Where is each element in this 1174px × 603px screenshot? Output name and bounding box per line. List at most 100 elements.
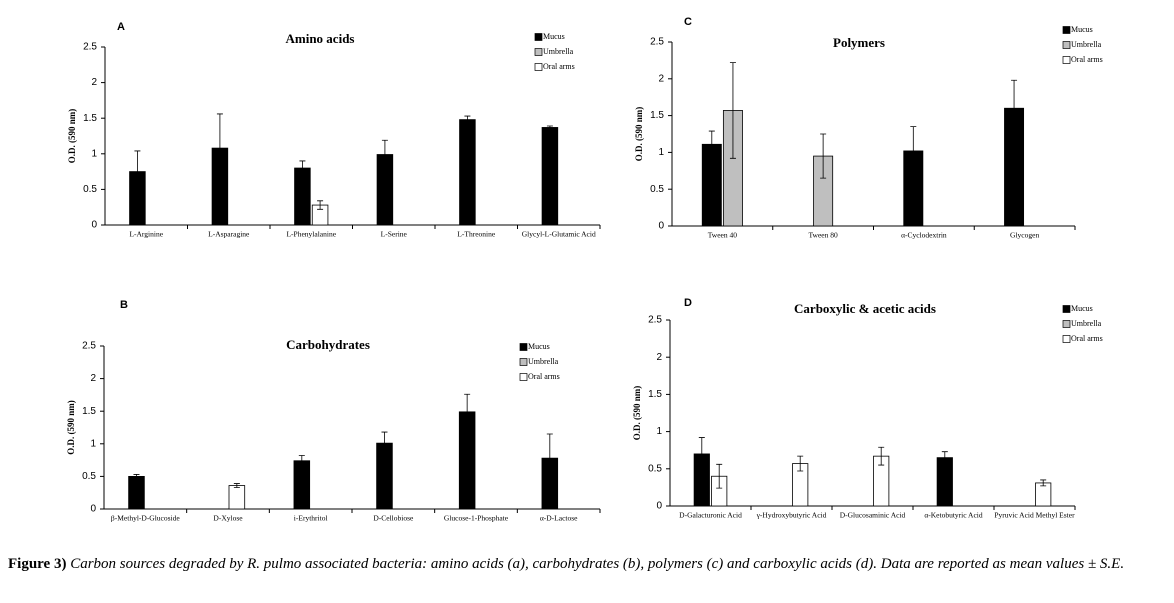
x-tick-label: i-Erythritol bbox=[294, 514, 328, 523]
x-tick-label: Glycyl-L-Glutamic Acid bbox=[522, 230, 596, 239]
chart-title: Amino acids bbox=[286, 31, 355, 46]
x-tick-label: Glucose-1-Phosphate bbox=[444, 514, 509, 523]
panel-letter: C bbox=[684, 16, 692, 28]
y-tick-label: 1.5 bbox=[82, 406, 96, 417]
y-tick-label: 1.5 bbox=[83, 113, 97, 124]
x-tick-label: Tween 80 bbox=[808, 231, 838, 240]
x-tick-label: L-Arginine bbox=[129, 230, 163, 239]
error-bar bbox=[797, 455, 804, 472]
error-bar bbox=[233, 483, 240, 488]
bar bbox=[1035, 482, 1052, 507]
bar bbox=[128, 475, 145, 510]
x-tick-label: Glycogen bbox=[1010, 231, 1039, 240]
chart-title: Carboxylic & acetic acids bbox=[794, 301, 936, 316]
error-bar bbox=[1011, 79, 1018, 137]
error-bar bbox=[134, 150, 141, 193]
legend-label: Mucus bbox=[1071, 304, 1093, 313]
legend-swatch bbox=[534, 63, 543, 71]
error-bar bbox=[910, 126, 917, 176]
legend-label: Mucus bbox=[528, 342, 550, 351]
error-bar bbox=[464, 393, 471, 430]
y-tick-label: 1.5 bbox=[650, 110, 664, 121]
legend-swatch bbox=[1062, 41, 1071, 49]
error-bar bbox=[708, 130, 715, 158]
x-tick-label: Tween 40 bbox=[708, 231, 738, 240]
y-tick-label: 0 bbox=[658, 221, 664, 232]
error-bar bbox=[464, 115, 471, 124]
bar bbox=[228, 485, 246, 510]
y-tick-label: 0 bbox=[91, 220, 97, 231]
y-tick-label: 2.5 bbox=[83, 42, 97, 53]
error-bar bbox=[941, 451, 948, 464]
error-bar bbox=[1040, 479, 1047, 487]
chart-title: Polymers bbox=[833, 35, 885, 50]
error-bar bbox=[820, 133, 827, 179]
error-bar bbox=[133, 474, 140, 479]
x-tick-label: D-Xylose bbox=[213, 514, 243, 523]
y-axis-label: O.D. (590 nm) bbox=[634, 107, 644, 162]
legend-swatch bbox=[1062, 26, 1071, 34]
error-bar bbox=[381, 139, 388, 170]
y-tick-label: 2.5 bbox=[82, 341, 96, 352]
caption: Figure 3) Carbon sources degraded by R. … bbox=[8, 554, 1160, 575]
legend-swatch bbox=[1062, 305, 1071, 313]
legend-label: Oral arms bbox=[1071, 334, 1103, 343]
x-tick-label: L-Phenylalanine bbox=[286, 230, 336, 239]
legend-swatch bbox=[519, 343, 528, 351]
legend-swatch bbox=[1062, 56, 1071, 64]
error-bar bbox=[299, 160, 306, 176]
bar bbox=[936, 457, 953, 507]
error-bar bbox=[546, 125, 553, 130]
x-tick-label: β-Methyl-D-Glucoside bbox=[111, 514, 180, 523]
panel-letter: D bbox=[684, 297, 692, 309]
figure: A Amino acids O.D. (590 nm) 0 0.5 1 1.5 2 2.5 L-A… bbox=[66, 16, 1103, 523]
x-tick-label: Pyruvic Acid Methyl Ester bbox=[994, 511, 1075, 520]
caption-text: Carbon sources degraded by R. pulmo asso… bbox=[70, 556, 1125, 572]
y-tick-label: 2 bbox=[91, 77, 97, 88]
bar bbox=[541, 127, 559, 226]
y-tick-label: 1 bbox=[90, 438, 96, 449]
y-tick-label: 1 bbox=[656, 426, 662, 437]
error-bar bbox=[729, 62, 736, 159]
legend-label: Umbrella bbox=[1071, 319, 1102, 328]
bar bbox=[459, 119, 476, 226]
x-tick-label: D-Galacturonic Acid bbox=[679, 511, 742, 520]
y-tick-label: 0.5 bbox=[82, 471, 96, 482]
x-tick-label: α-Cyclodextrin bbox=[901, 231, 947, 240]
y-tick-label: 0 bbox=[656, 501, 662, 512]
error-bar bbox=[381, 431, 388, 455]
bar bbox=[293, 460, 311, 510]
x-tick-label: L-Asparagine bbox=[208, 230, 250, 239]
y-tick-label: 1.5 bbox=[648, 389, 662, 400]
panel-letter: B bbox=[120, 299, 128, 311]
legend-swatch bbox=[1062, 320, 1071, 328]
y-axis-label: O.D. (590 nm) bbox=[66, 400, 76, 455]
chart-title: Carbohydrates bbox=[286, 337, 370, 352]
error-bar bbox=[317, 200, 324, 210]
legend-swatch bbox=[534, 48, 543, 56]
y-tick-label: 2 bbox=[656, 352, 662, 363]
x-tick-label: L-Threonine bbox=[457, 230, 496, 239]
y-tick-label: 2 bbox=[90, 373, 96, 384]
legend-label: Mucus bbox=[1071, 25, 1093, 34]
y-tick-label: 2.5 bbox=[648, 315, 662, 326]
legend-label: Umbrella bbox=[543, 47, 574, 56]
y-tick-label: 0.5 bbox=[83, 184, 97, 195]
y-tick-label: 0.5 bbox=[650, 184, 664, 195]
legend-label: Oral arms bbox=[1071, 55, 1103, 64]
legend-label: Umbrella bbox=[1071, 40, 1102, 49]
error-bar bbox=[698, 437, 705, 471]
error-bar bbox=[716, 463, 723, 489]
x-tick-label: α-D-Lactose bbox=[540, 514, 578, 523]
legend-swatch bbox=[1062, 335, 1071, 343]
legend-swatch bbox=[519, 373, 528, 381]
legend-swatch bbox=[519, 358, 528, 366]
y-tick-label: 1 bbox=[91, 148, 97, 159]
y-tick-label: 0.5 bbox=[648, 463, 662, 474]
x-tick-label: γ-Hydroxybutyric Acid bbox=[756, 511, 827, 520]
legend-label: Umbrella bbox=[528, 357, 559, 366]
error-bar bbox=[216, 113, 223, 183]
y-tick-label: 1 bbox=[658, 147, 664, 158]
error-bar bbox=[546, 433, 553, 483]
